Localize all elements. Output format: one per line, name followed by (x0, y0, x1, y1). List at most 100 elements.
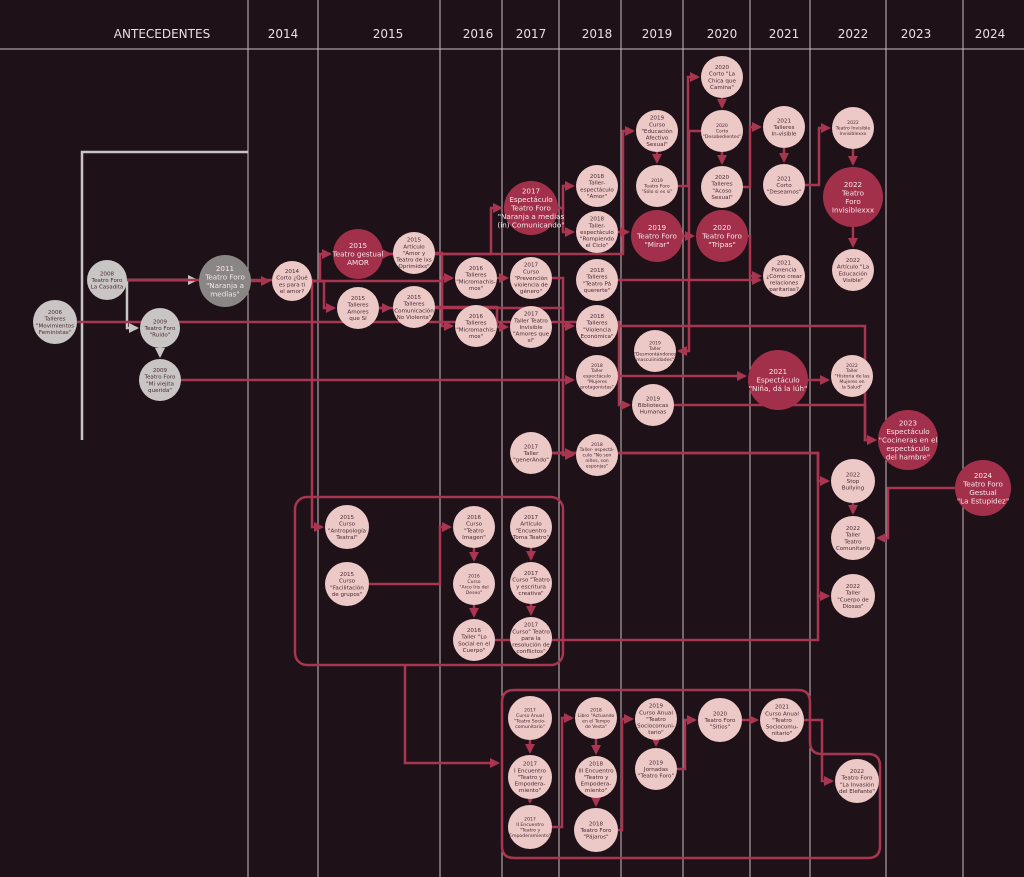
header-year-2015: 2015 (373, 27, 404, 41)
node-label-line: 2011 (216, 264, 234, 273)
node-circle (576, 211, 618, 253)
node-circle (453, 506, 495, 548)
node-label-line: el Ciclo" (586, 243, 609, 249)
node-label-line: 2022 (847, 120, 859, 126)
node-label-line: 2015 (349, 241, 367, 250)
edge-biblio19-to-cocineras23 (674, 403, 877, 445)
node-label-line: "Pájaros" (583, 834, 609, 841)
node-label-line: espectáculo (886, 444, 929, 453)
node-circle (831, 516, 875, 560)
node-label-line: Curso Anual (765, 711, 799, 717)
node-label-line: 2020 (713, 223, 732, 232)
node-label-line: Camina" (710, 85, 734, 91)
node-label-line: del Elefante" (839, 789, 875, 795)
node-circle (575, 697, 617, 739)
node-label-line: 2021 (777, 176, 792, 182)
node-circle (831, 574, 875, 618)
node-label-line: Jornadas (643, 767, 668, 773)
header-year-2014: 2014 (268, 27, 299, 41)
node-circle (576, 259, 618, 301)
node-circle (636, 110, 678, 152)
node-label-line: Taller (845, 368, 858, 374)
header-year-2017: 2017 (516, 27, 547, 41)
node-label-line: Taller "Lo (460, 635, 487, 641)
node-label-line: mos" (469, 334, 484, 340)
node-circle (701, 56, 743, 98)
node-mujeres18[interactable]: 2018Tallerespectáculo"Mujeresprotagonist… (576, 355, 618, 397)
node-label-line: 2022 (850, 769, 864, 775)
node-label-line: Teatro Foro (962, 479, 1003, 488)
edge-articulo15-to-micro16a (435, 251, 454, 283)
node-circle (455, 257, 497, 299)
node-label-line: conflictos" (516, 649, 546, 655)
node-label-line: "Teatro y (520, 827, 541, 833)
node-label-line: 2022 (846, 363, 858, 369)
node-label-line: "Facilitación (330, 584, 364, 591)
node-label-line: 2016 (469, 266, 484, 272)
node-label-line: Económica" (580, 333, 614, 340)
